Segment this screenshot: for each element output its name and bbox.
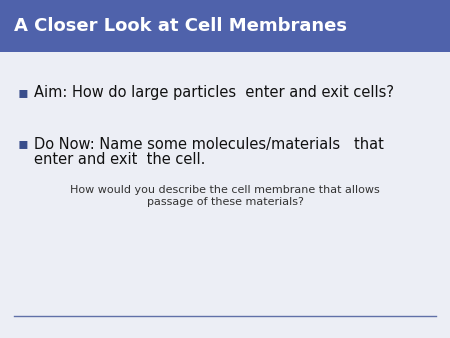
Text: Aim: How do large particles  enter and exit cells?: Aim: How do large particles enter and ex… (34, 86, 394, 100)
Text: Do Now: Name some molecules/materials   that: Do Now: Name some molecules/materials th… (34, 137, 384, 151)
Text: passage of these materials?: passage of these materials? (147, 197, 303, 207)
Text: How would you describe the cell membrane that allows: How would you describe the cell membrane… (70, 185, 380, 195)
FancyBboxPatch shape (0, 0, 450, 52)
Text: ▪: ▪ (18, 137, 29, 151)
Text: A Closer Look at Cell Membranes: A Closer Look at Cell Membranes (14, 17, 347, 35)
Text: ▪: ▪ (18, 86, 29, 100)
Text: enter and exit  the cell.: enter and exit the cell. (34, 152, 205, 168)
